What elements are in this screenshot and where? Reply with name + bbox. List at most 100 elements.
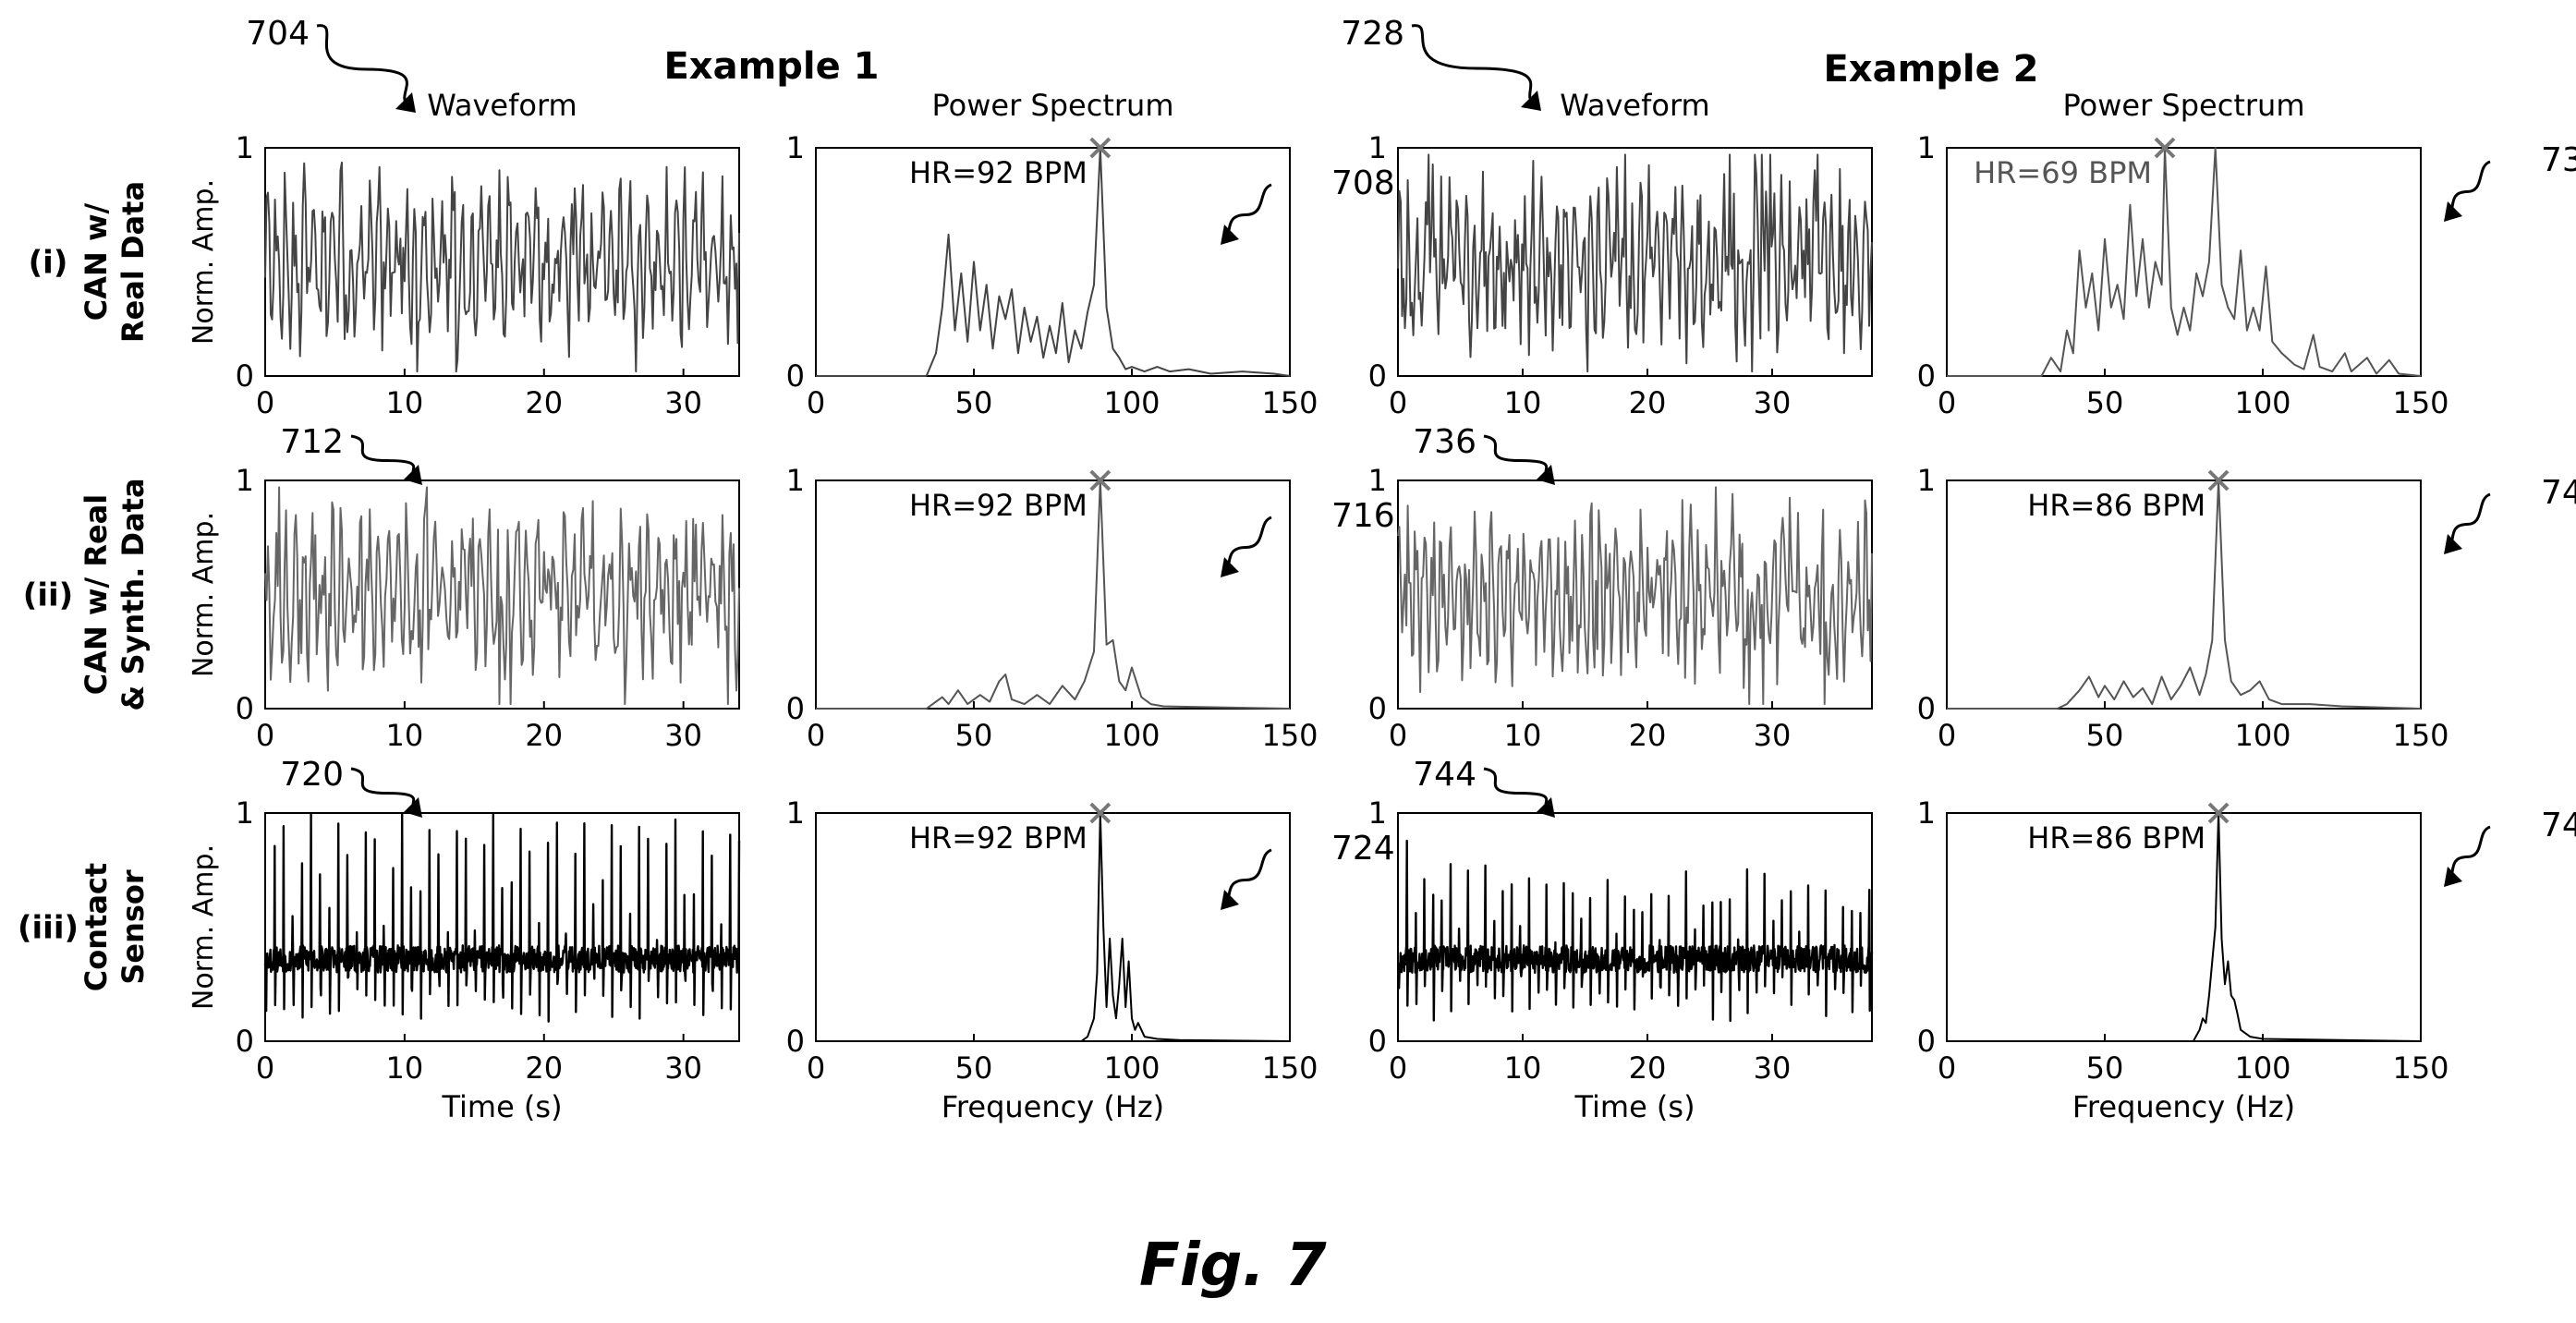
x-tick-label: 30: [664, 1050, 702, 1086]
hr-annotation: HR=86 BPM: [2027, 488, 2205, 523]
column-title-3: Waveform: [1560, 88, 1709, 123]
series-line: [1396, 839, 1874, 1023]
x-tick-label: 150: [1261, 385, 1318, 420]
y-tick-label: 0: [1917, 358, 1936, 394]
x-tick-label: 0: [807, 718, 825, 753]
x-tick-label: 0: [807, 385, 825, 420]
y-tick-label: 1: [786, 463, 805, 498]
x-tick-label: 100: [1103, 385, 1160, 420]
ref-736-label: 736: [1413, 423, 1476, 461]
ref-724-label: 724: [1331, 830, 1395, 868]
row-label-3: Contact Sensor Norm. Amp.: [79, 844, 220, 1010]
x-tick-label: 150: [2392, 718, 2448, 753]
x-tick-label: 10: [386, 385, 424, 420]
x-axis-label: Time (s): [1574, 1089, 1695, 1124]
ref-arrowhead: [404, 465, 422, 485]
y-tick-label: 0: [1368, 1024, 1387, 1059]
y-tick-label: 0: [1368, 358, 1387, 394]
series-line: [816, 812, 1291, 1042]
plot-frame: [1397, 812, 1873, 1042]
y-tick-label: 0: [1368, 691, 1387, 726]
ref-704-label: 704: [246, 15, 310, 53]
x-tick-label: 0: [807, 1050, 825, 1086]
hr-annotation: HR=69 BPM: [1974, 155, 2152, 190]
column-title-2: Power Spectrum: [932, 88, 1174, 123]
x-tick-label: 0: [1938, 1050, 1956, 1086]
series-line: [816, 479, 1291, 710]
ref-728-arrowhead: [1521, 91, 1541, 111]
chart-ex1-contact-waveform: 0 10 20 30 0 1 Time (s) 720: [236, 756, 741, 1124]
x-tick-label: 50: [955, 385, 993, 420]
x-tick-label: 20: [525, 385, 563, 420]
ref-leader: [1224, 848, 1272, 905]
row-label-1: CAN w/Real Data Norm. Amp.: [79, 179, 220, 345]
hr-annotation: HR=92 BPM: [909, 155, 1088, 190]
row-label-line1: CAN w/ Real: [79, 494, 114, 695]
x-tick-label: 50: [955, 718, 993, 753]
x-tick-label: 20: [525, 718, 563, 753]
chart-ex2-contact-spectrum: 0 50 100 150 0 1 HR=86 BPM Frequency (Hz) 748: [1917, 795, 2576, 1124]
waveform-ylabel: Norm. Amp.: [188, 512, 220, 677]
x-tick-label: 30: [664, 385, 702, 420]
x-tick-label: 150: [1261, 1050, 1318, 1086]
y-tick-label: 0: [236, 1024, 254, 1059]
figure-headers: Example 1 Example 2 Waveform Power Spectrum…: [18, 15, 2305, 1010]
waveform-ylabel: Norm. Amp.: [188, 179, 220, 345]
y-tick-label: 1: [1368, 130, 1387, 165]
column-title-1: Waveform: [427, 88, 577, 123]
x-tick-label: 100: [1103, 718, 1160, 753]
ref-728-leader: [1411, 24, 1536, 105]
ref-arrowhead: [1537, 465, 1555, 485]
chart-ex2-real-waveform: 0 10 20 30 0 1: [1368, 130, 1873, 420]
y-tick-label: 0: [786, 1024, 805, 1059]
x-tick-label: 0: [256, 385, 274, 420]
ref-leader: [1483, 767, 1550, 814]
x-tick-label: 10: [1504, 718, 1542, 753]
ref-704-arrowhead: [395, 92, 416, 113]
x-axis-label: Frequency (Hz): [942, 1089, 1164, 1124]
series-line: [264, 486, 740, 706]
x-tick-label: 0: [1389, 1050, 1407, 1086]
series-line: [816, 147, 1291, 377]
x-tick-label: 100: [2234, 385, 2290, 420]
series-line: [1947, 479, 2422, 710]
plot-frame: [815, 147, 1291, 377]
series-line: [264, 161, 740, 373]
x-tick-label: 0: [256, 1050, 274, 1086]
series-line: [1947, 812, 2422, 1042]
ref-728-label: 728: [1341, 15, 1404, 53]
plot-frame: [1946, 479, 2422, 710]
y-tick-label: 1: [786, 130, 805, 165]
x-tick-label: 50: [2086, 385, 2124, 420]
y-tick-label: 1: [1368, 795, 1387, 831]
ref-744-label: 744: [1413, 756, 1476, 794]
y-tick-label: 0: [236, 691, 254, 726]
peak-marker: [1089, 802, 1112, 824]
x-tick-label: 20: [1629, 1050, 1667, 1086]
x-tick-label: 20: [1629, 385, 1667, 420]
chart-ex2-real-spectrum: 0 50 100 150 0 1 HR=69 BPM 732: [1917, 130, 2576, 420]
ref-748-label: 748: [2541, 807, 2576, 844]
x-tick-label: 0: [1389, 718, 1407, 753]
x-axis-label: Time (s): [441, 1089, 562, 1124]
ref-leader: [2448, 825, 2491, 882]
series-line: [263, 811, 741, 1023]
ref-740-label: 740: [2541, 474, 2576, 512]
ref-732-label: 732: [2541, 141, 2576, 179]
y-tick-label: 0: [1917, 1024, 1936, 1059]
peak-marker: [2207, 802, 2230, 824]
chart-ex1-synth-waveform: 0 10 20 30 0 1 712: [236, 423, 740, 753]
example-2-title: Example 2: [1823, 48, 2038, 91]
chart-ex2-synth-spectrum: 0 50 100 150 0 1 HR=86 BPM 740: [1917, 463, 2576, 753]
waveform-ylabel: Norm. Amp.: [188, 844, 220, 1010]
ref-arrowhead: [404, 797, 422, 818]
row-index-2: (ii): [23, 577, 73, 614]
ref-arrowhead: [1221, 557, 1239, 577]
ref-arrowhead: [1221, 890, 1239, 910]
chart-ex2-contact-waveform: 0 10 20 30 0 1 Time (s) 744: [1368, 756, 1874, 1124]
hr-annotation: HR=92 BPM: [909, 488, 1088, 523]
row-label-line1: Contact: [79, 863, 114, 991]
chart-ex1-real-waveform: 0 10 20 30 0 1: [236, 130, 740, 420]
y-tick-label: 1: [1917, 463, 1936, 498]
